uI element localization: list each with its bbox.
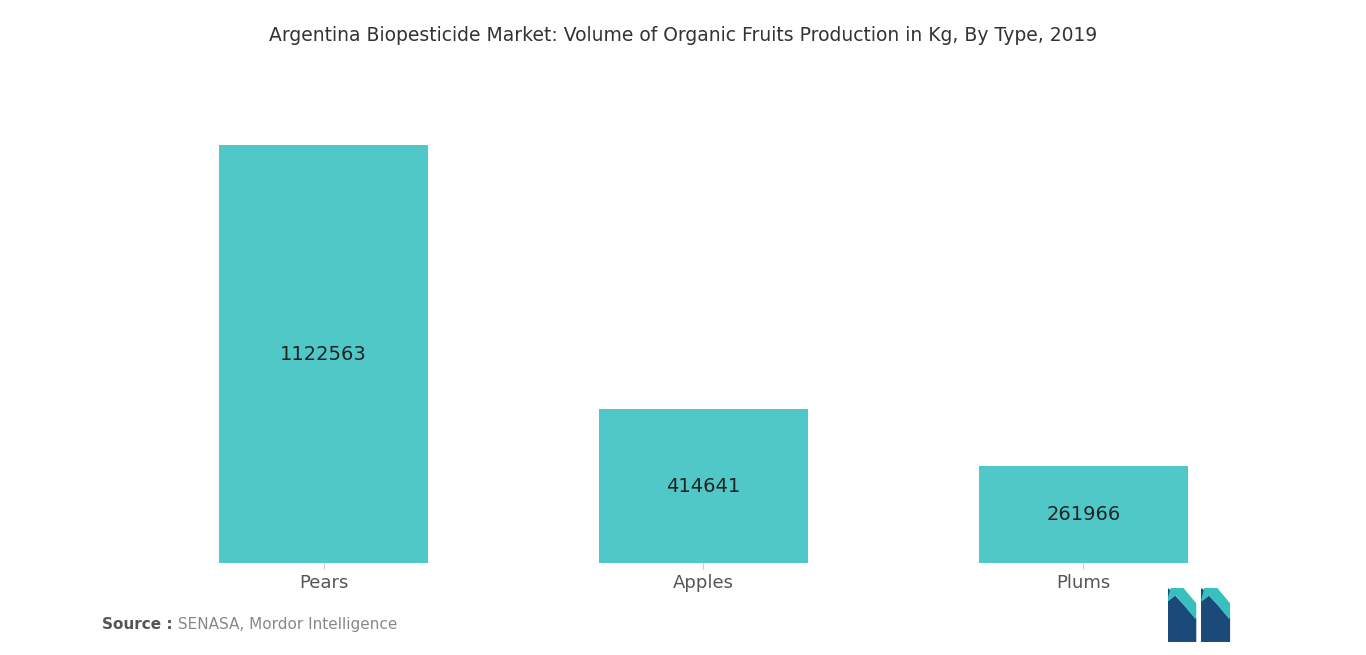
Polygon shape [1202,589,1217,601]
Text: 261966: 261966 [1046,505,1120,524]
Bar [219,145,428,563]
Text: SENASA, Mordor Intelligence: SENASA, Mordor Intelligence [173,617,398,632]
Polygon shape [1171,589,1195,618]
Polygon shape [1205,589,1229,618]
Bar [979,466,1188,563]
Text: Source :: Source : [102,617,173,632]
Bar [600,409,807,563]
Text: 414641: 414641 [667,476,740,495]
Polygon shape [1168,589,1183,601]
Text: 1122563: 1122563 [280,345,367,364]
Text: Argentina Biopesticide Market: Volume of Organic Fruits Production in Kg, By Typ: Argentina Biopesticide Market: Volume of… [269,26,1097,45]
Polygon shape [1202,589,1229,642]
Polygon shape [1168,589,1195,642]
